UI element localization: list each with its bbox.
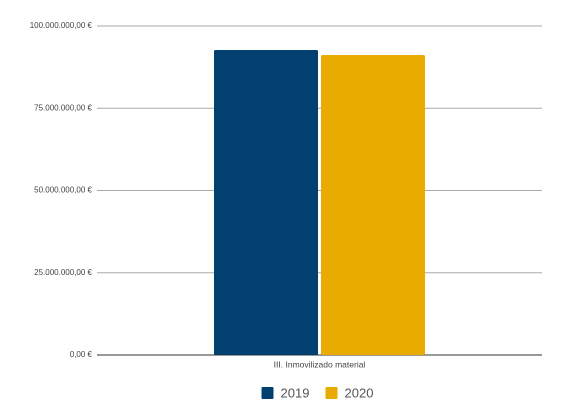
- x-tick-label: III. Inmovilizado material: [274, 359, 366, 369]
- y-tick-label: 100.000.000,00 €: [30, 21, 93, 30]
- legend-swatch: [261, 387, 274, 399]
- y-tick-label: 25.000.000,00 €: [34, 268, 92, 277]
- legend-swatch: [325, 387, 338, 399]
- legend-label: 2019: [281, 385, 310, 400]
- legend-label: 2020: [345, 385, 374, 400]
- y-tick-label: 75.000.000,00 €: [34, 103, 92, 112]
- y-tick-label: 50.000.000,00 €: [34, 186, 92, 195]
- y-tick-label: 0,00 €: [70, 350, 93, 359]
- bar: [321, 54, 425, 356]
- bar: [214, 50, 318, 355]
